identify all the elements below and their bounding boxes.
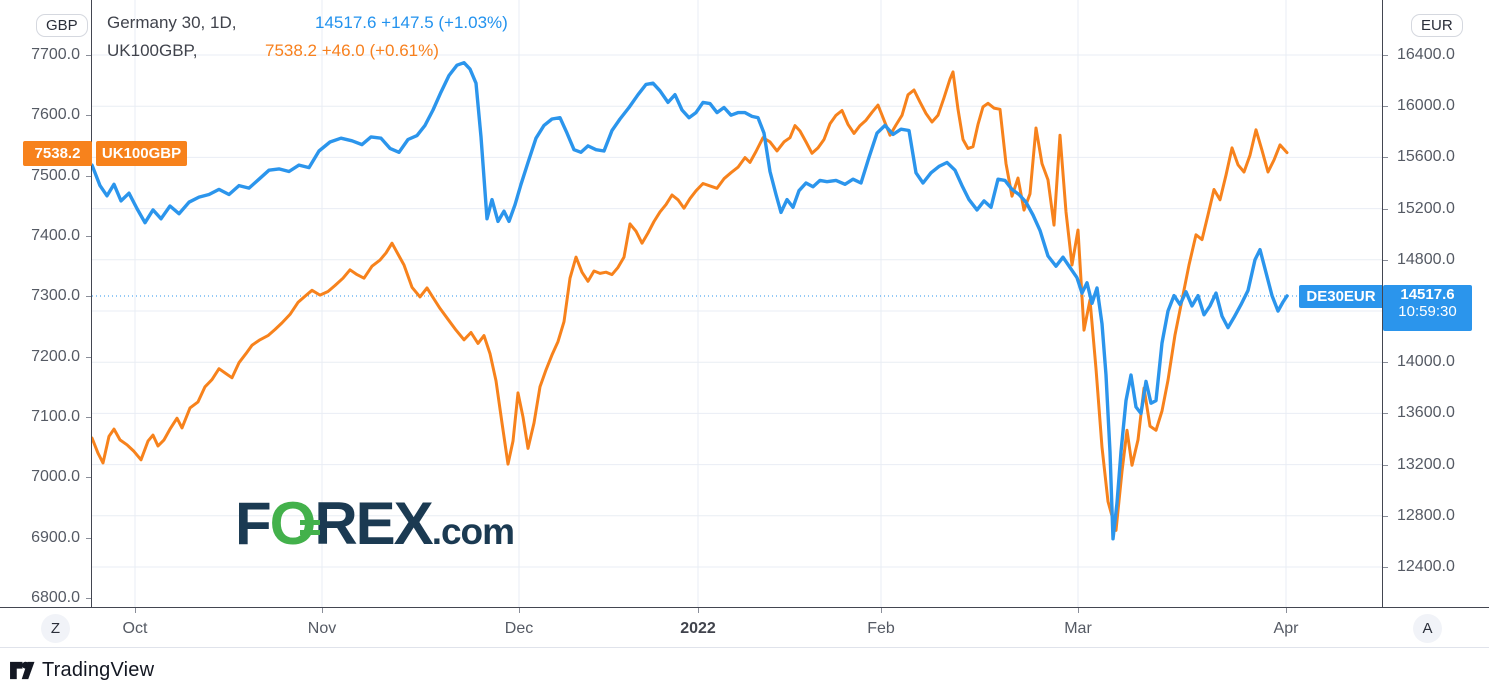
right-axis-tickmark-16000 [1383, 106, 1388, 108]
time-axis-label-2022: 2022 [680, 620, 716, 637]
time-axis-tickmark-Apr [1286, 608, 1287, 613]
time-axis-label-Dec: Dec [504, 620, 534, 637]
gbp-currency-button[interactable]: GBP [36, 14, 88, 37]
time-axis-tickmark-Dec [519, 608, 520, 613]
price-axis-right-eur[interactable]: EUR 16400.0 16000.0 15600.0 15200.0 14800.0 1… [1382, 0, 1489, 607]
de30eur-last-price: 14517.6 [1400, 285, 1455, 303]
uk100gbp-series-tag-label[interactable]: UK100GBP [96, 140, 187, 166]
right-axis-tick-16400: 16400.0 [1397, 46, 1455, 63]
time-axis-tickmark-2022 [698, 608, 699, 613]
time-axis-label-Apr: Apr [1273, 620, 1299, 637]
tradingview-attribution-link[interactable]: TradingView [10, 659, 154, 682]
tradingview-wordmark: TradingView [42, 659, 155, 681]
left-axis-tick-7200: 7200.0 [31, 347, 80, 365]
forex-letters-rex: REX [314, 490, 433, 557]
time-axis[interactable]: Z Oct Nov Dec 2022 Feb Mar Apr A [0, 607, 1489, 648]
timezone-button[interactable]: Z [41, 614, 70, 643]
uk100gbp-last-price-label[interactable]: 7538.2 [23, 140, 92, 166]
right-axis-tick-14000: 14000.0 [1397, 353, 1455, 371]
left-axis-tick-7300: 7300.0 [31, 287, 80, 305]
germany30-symbol-title[interactable]: Germany 30, 1D, [107, 13, 237, 32]
left-axis-tickmark-7200 [86, 356, 91, 358]
germany30-last-values: 14517.6 +147.5 (+1.03%) [315, 13, 508, 32]
de30eur-series-tag-label[interactable]: DE30EUR [1299, 284, 1382, 308]
right-axis-tickmark-13200 [1383, 464, 1388, 466]
left-axis-tickmark-7500 [86, 175, 91, 177]
right-axis-tick-13600: 13600.0 [1397, 404, 1455, 422]
series-line-DE30EUR[interactable] [92, 61, 1289, 541]
eur-currency-button[interactable]: EUR [1411, 14, 1463, 37]
forex-com-watermark-logo: FOREX.com [235, 490, 515, 564]
left-axis-tickmark-7100 [86, 417, 91, 418]
price-chart-canvas[interactable] [92, 0, 1382, 607]
right-axis-tickmark-12400 [1383, 567, 1388, 568]
time-axis-tickmark-Feb [881, 608, 882, 613]
legend-row-germany30[interactable]: Germany 30, 1D, 14517.6 +147.5 (+1.03%) [107, 9, 508, 37]
left-axis-tickmark-7000 [86, 477, 91, 479]
series-line-UK100GBP[interactable] [92, 70, 1289, 532]
left-axis-tick-7100: 7100.0 [31, 408, 80, 425]
tradingview-logo-icon [10, 661, 35, 680]
time-axis-tickmark-Nov [322, 608, 323, 613]
right-axis-tick-12800: 12800.0 [1397, 506, 1455, 524]
de30eur-tag-text: DE30EUR [1299, 284, 1382, 308]
left-axis-tickmark-7400 [86, 236, 91, 237]
right-axis-tick-15200: 15200.0 [1397, 199, 1455, 217]
right-axis-tickmark-14800 [1383, 259, 1388, 261]
right-axis-tick-12400: 12400.0 [1397, 558, 1455, 575]
time-axis-label-Feb: Feb [867, 620, 895, 637]
forex-letter-f: F [235, 490, 272, 557]
uk100gbp-last-values: 7538.2 +46.0 (+0.61%) [265, 41, 439, 60]
right-axis-tick-14800: 14800.0 [1397, 250, 1455, 268]
legend-row-uk100gbp[interactable]: UK100GBP, 7538.2 +46.0 (+0.61%) [107, 37, 439, 65]
chart-legend: Germany 30, 1D, 14517.6 +147.5 (+1.03%) … [107, 9, 508, 65]
left-axis-tickmark-7300 [86, 296, 91, 298]
forex-letter-o-green: O [269, 490, 317, 557]
forex-dot-com: .com [431, 511, 515, 552]
de30eur-last-price-label[interactable]: 14517.6 10:59:30 [1383, 284, 1472, 331]
right-axis-tick-16000: 16000.0 [1397, 97, 1455, 115]
left-axis-tickmark-6900 [86, 537, 91, 539]
left-axis-tick-6800: 6800.0 [31, 589, 80, 606]
time-axis-label-Nov: Nov [307, 620, 337, 637]
right-axis-tick-15600: 15600.0 [1397, 148, 1455, 166]
time-axis-label-Oct: Oct [122, 620, 148, 637]
left-axis-tick-6900: 6900.0 [31, 528, 80, 546]
left-axis-tickmark-7600 [86, 115, 91, 117]
left-axis-tick-7700: 7700.0 [31, 46, 80, 63]
de30eur-countdown-time: 10:59:30 [1398, 302, 1457, 320]
price-axis-left-gbp[interactable]: GBP 7700.0 7600.0 7500.0 7400.0 7300.0 7200.0… [0, 0, 92, 607]
time-axis-tickmark-Oct [135, 608, 136, 613]
time-axis-label-Mar: Mar [1064, 620, 1092, 637]
right-axis-tickmark-15200 [1383, 208, 1388, 210]
left-axis-tickmark-6800 [86, 598, 91, 599]
time-axis-tickmark-Mar [1078, 608, 1079, 613]
left-axis-tick-7500: 7500.0 [31, 166, 80, 184]
right-axis-tick-13200: 13200.0 [1397, 455, 1455, 473]
left-axis-tick-7600: 7600.0 [31, 106, 80, 124]
left-axis-tickmark-7700 [86, 55, 91, 56]
auto-scale-button[interactable]: A [1413, 614, 1442, 643]
left-axis-tick-7400: 7400.0 [31, 227, 80, 244]
footer-bar: TradingView [0, 649, 1489, 697]
right-axis-tickmark-15600 [1383, 157, 1388, 159]
right-axis-tickmark-14000 [1383, 362, 1388, 364]
left-axis-tick-7000: 7000.0 [31, 468, 80, 486]
right-axis-tickmark-12800 [1383, 515, 1388, 517]
right-axis-tickmark-13600 [1383, 413, 1388, 415]
chart-plot-area[interactable]: FOREX.com UK100GBP DE30EUR [92, 0, 1382, 607]
right-axis-tickmark-16400 [1383, 55, 1388, 56]
uk100gbp-symbol-title[interactable]: UK100GBP, [107, 41, 198, 60]
